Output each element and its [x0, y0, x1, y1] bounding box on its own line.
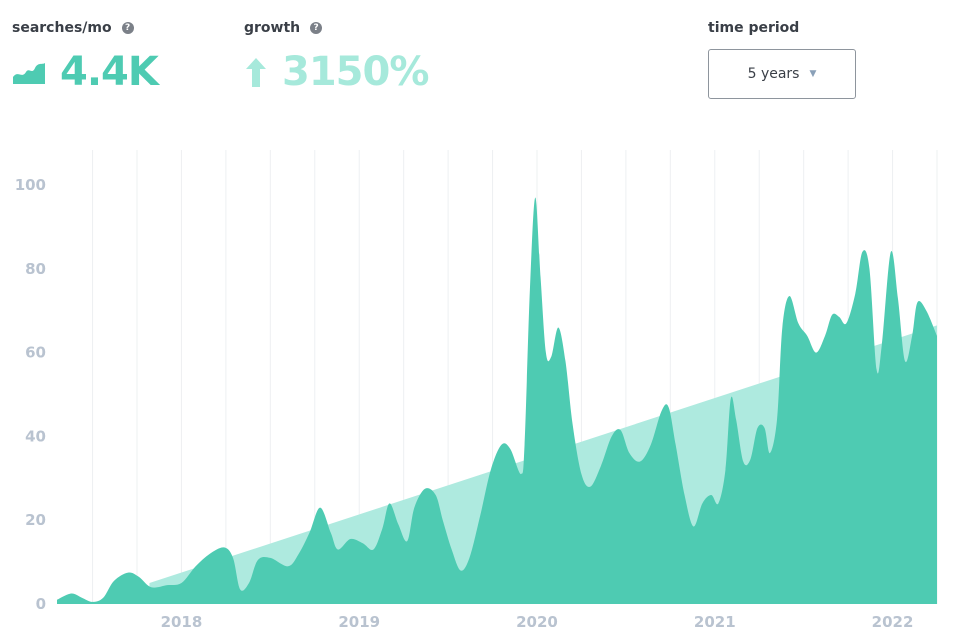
searches-value: 4.4K	[60, 49, 159, 95]
growth-value: 3150%	[282, 49, 429, 95]
x-tick-label: 2018	[161, 613, 203, 631]
area-layer	[57, 197, 937, 604]
x-tick-label: 2020	[516, 613, 558, 631]
growth-value-row: 3150%	[244, 49, 429, 95]
question-circle-icon[interactable]: ?	[310, 22, 323, 34]
growth-label: growth	[244, 20, 301, 36]
searches-metric: searches/mo ? 4.4K	[12, 20, 159, 95]
y-tick-label: 40	[25, 427, 46, 445]
time-period-control: time period 5 years ▼	[708, 20, 856, 99]
y-tick-label: 80	[25, 260, 46, 278]
growth-label-row: growth ?	[244, 20, 428, 36]
y-tick-label: 20	[25, 511, 46, 529]
time-period-label: time period	[708, 20, 800, 36]
triangle-down-icon: ▼	[809, 69, 817, 79]
searches-label: searches/mo	[12, 20, 112, 36]
y-tick-label: 0	[36, 595, 46, 613]
y-tick-label: 60	[25, 344, 46, 362]
searches-label-row: searches/mo ?	[12, 20, 158, 36]
growth-metric: growth ? 3150%	[244, 20, 429, 95]
time-period-selected: 5 years	[747, 66, 800, 82]
x-tick-label: 2019	[338, 613, 380, 631]
time-period-dropdown[interactable]: 5 years ▼	[708, 49, 856, 99]
y-tick-label: 100	[15, 176, 46, 194]
tick-layer: 0 20 40 60 80 100 2018 2019 2020 2021 2022	[15, 176, 914, 631]
x-tick-label: 2021	[694, 613, 736, 631]
arrow-up-icon	[246, 58, 266, 87]
wave-chart-icon	[13, 63, 45, 84]
search-volume-area	[57, 197, 937, 604]
question-circle-icon[interactable]: ?	[121, 22, 134, 34]
x-tick-label: 2022	[872, 613, 914, 631]
searches-value-row: 4.4K	[12, 49, 159, 95]
